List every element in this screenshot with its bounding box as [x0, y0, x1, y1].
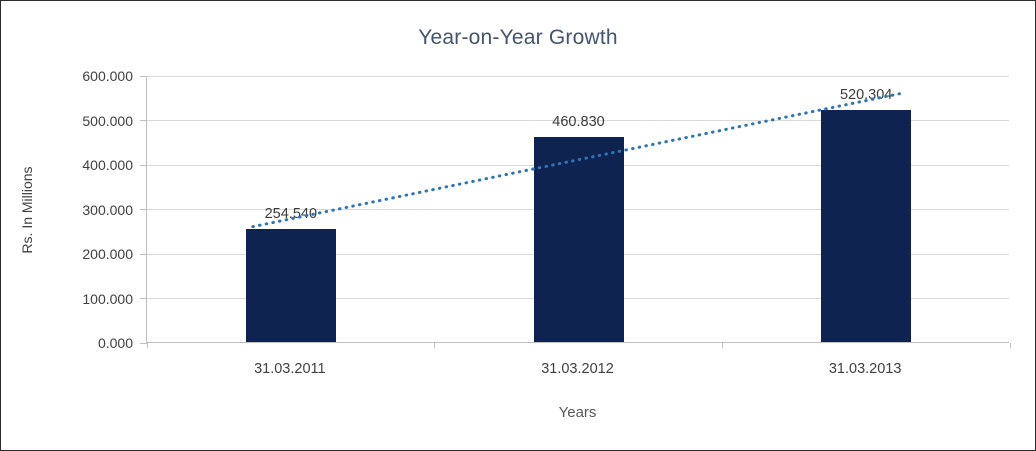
- y-axis-tick-label: 0.000: [97, 335, 133, 351]
- y-axis-tick-label: 500.000: [82, 112, 133, 129]
- y-axis-tick-label: 400.000: [82, 157, 133, 173]
- y-axis-tick-mark: [140, 298, 147, 299]
- y-axis-tick-mark: [140, 253, 147, 255]
- y-axis-tick-label: 300.000: [82, 201, 133, 218]
- y-axis-tick-mark: [140, 120, 147, 121]
- bar-value-label: 254.540: [264, 205, 318, 222]
- x-axis-tick-mark: [146, 343, 148, 348]
- x-category-label: 31.03.2011: [254, 361, 326, 377]
- gridline: [147, 75, 1009, 77]
- x-axis-title: Years: [558, 404, 597, 421]
- y-axis-tick-mark: [140, 209, 147, 210]
- x-axis-tick-mark: [1009, 343, 1011, 348]
- bar: [245, 228, 336, 342]
- y-axis-tick-mark: [140, 342, 147, 344]
- plot-area: 254.540 460.830 520.304: [140, 75, 1011, 348]
- x-category-label: 31.03.2013: [828, 361, 902, 377]
- y-axis-tick-label: 100.000: [82, 290, 133, 307]
- x-axis-tick-mark: [434, 343, 436, 348]
- x-category-label: 31.03.2012: [541, 361, 614, 377]
- bar: [821, 110, 912, 342]
- x-axis-labels: 31.03.2011 31.03.2012 31.03.2013: [146, 361, 1009, 383]
- bar-value-label: 520.304: [839, 87, 893, 104]
- y-axis-tick-mark: [140, 75, 147, 77]
- y-axis-tick-label: 200.000: [82, 246, 133, 262]
- y-axis-tick-mark: [140, 164, 147, 166]
- x-axis-tick-mark: [721, 343, 723, 348]
- chart-title: Year-on-Year Growth: [418, 26, 618, 49]
- bar-value-label: 460.830: [552, 113, 605, 130]
- bar: [533, 136, 624, 342]
- y-axis-tick-label: 600.000: [82, 68, 133, 84]
